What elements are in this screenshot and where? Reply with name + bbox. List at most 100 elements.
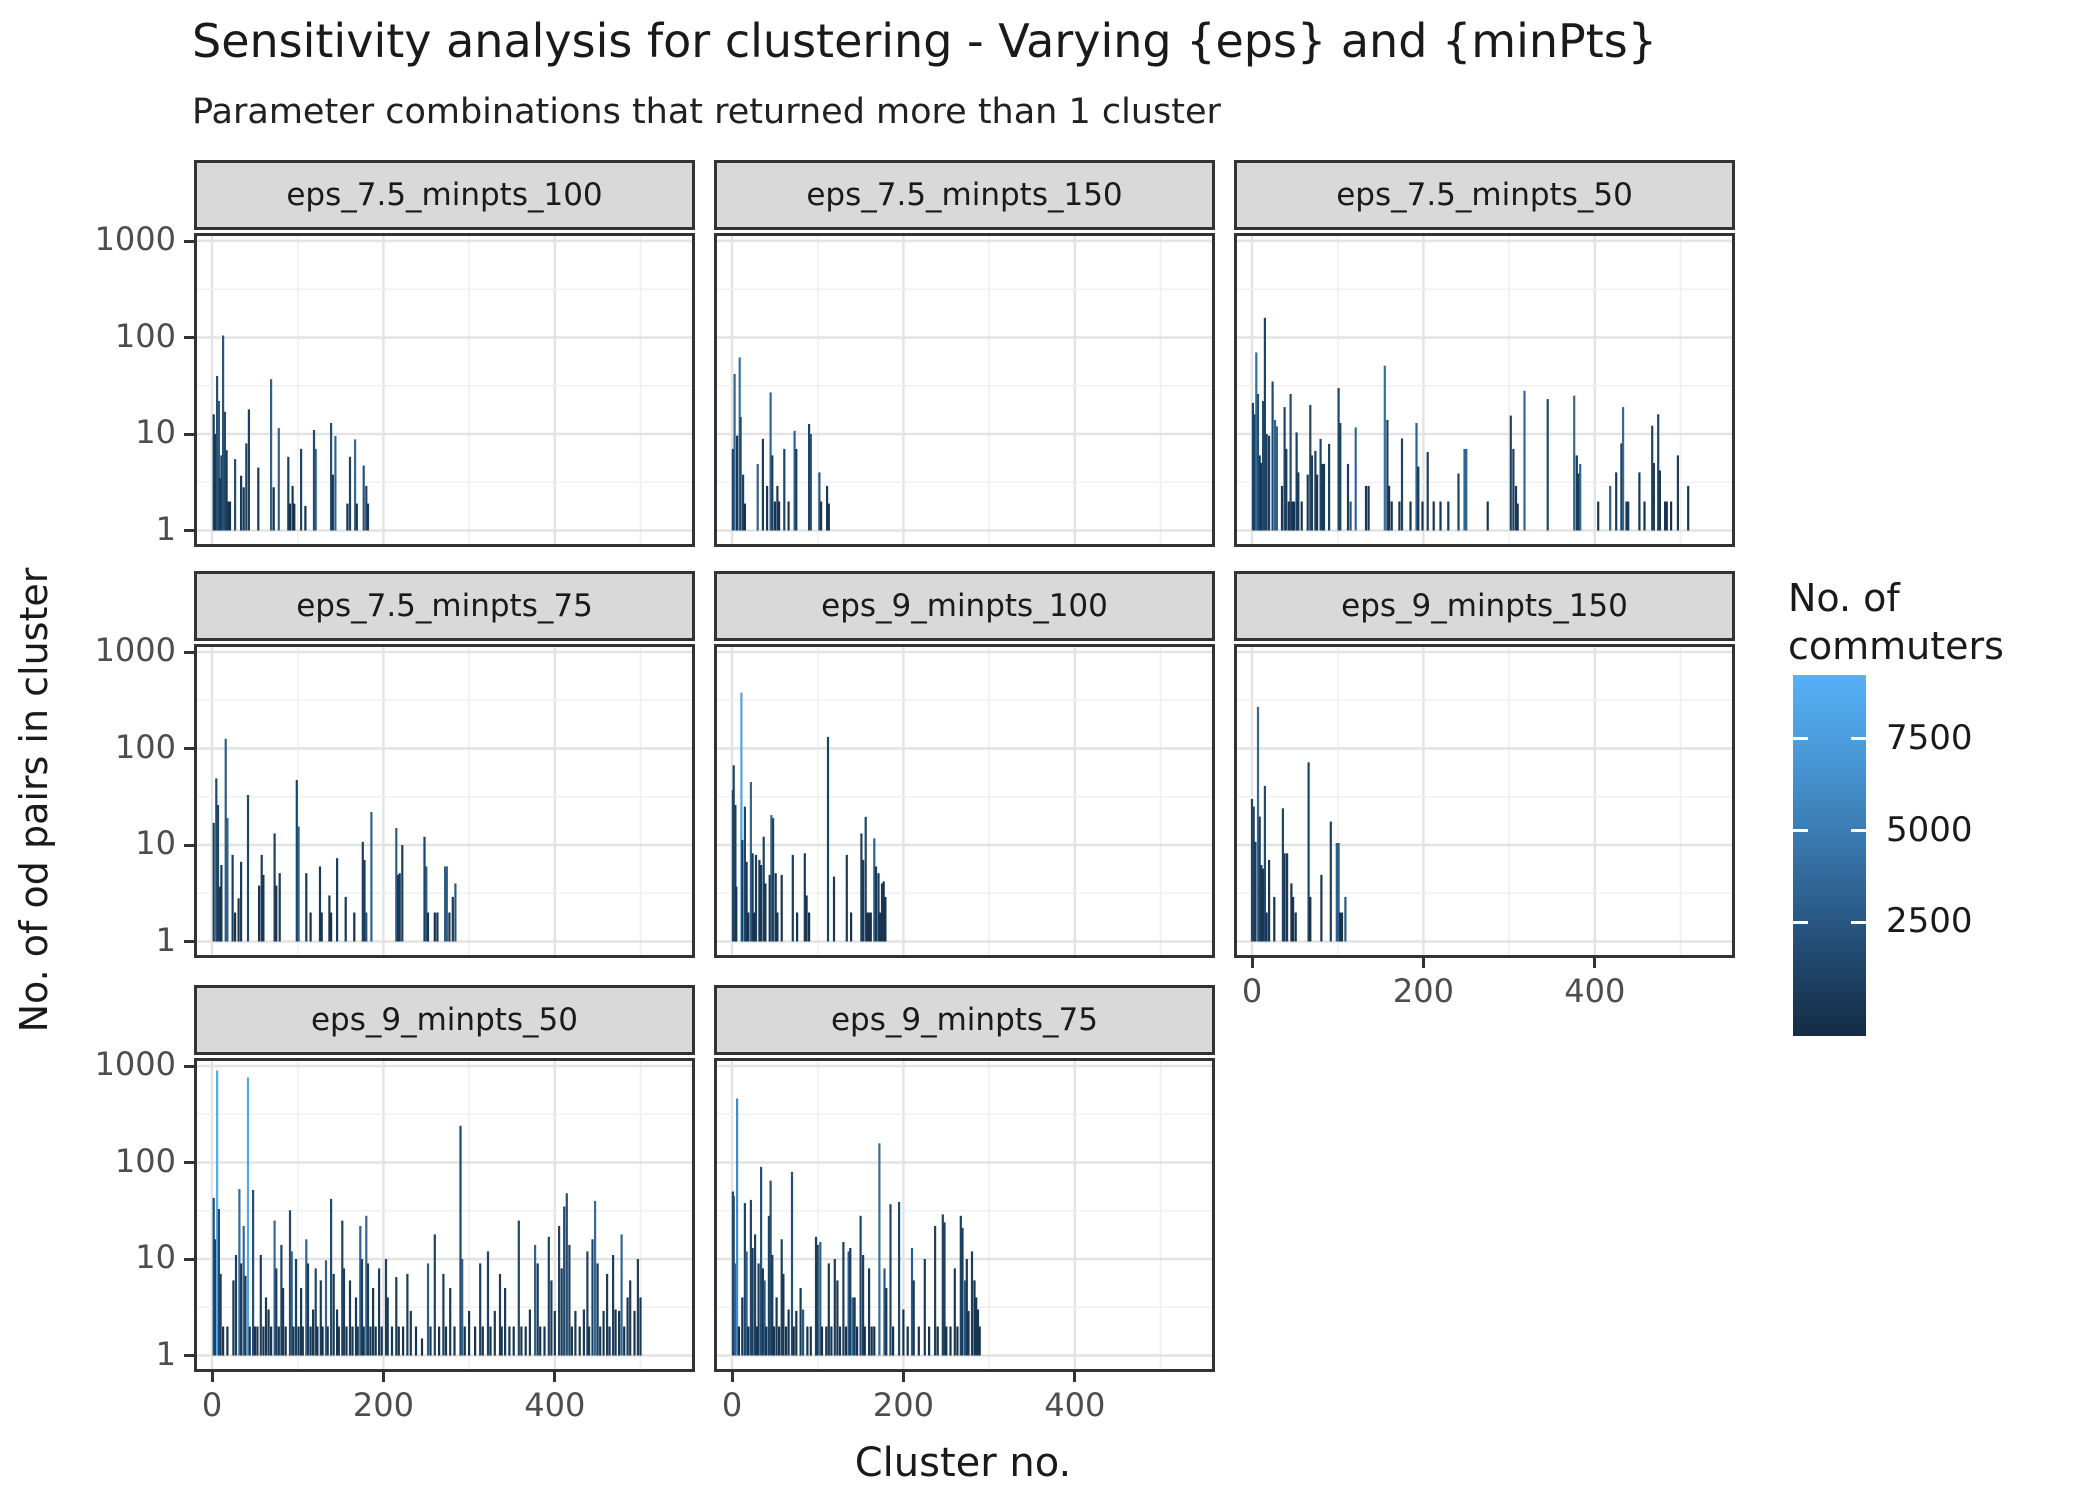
bar <box>234 459 237 531</box>
bar <box>1256 706 1260 942</box>
bar <box>353 912 356 942</box>
bar <box>771 1255 774 1356</box>
legend-tick <box>1793 737 1808 740</box>
bar <box>330 912 333 942</box>
bar <box>885 1288 888 1356</box>
y-axis-tick-label: 1 <box>155 920 176 959</box>
bar <box>1268 859 1271 942</box>
bar <box>1658 470 1661 531</box>
bar <box>246 1077 250 1356</box>
bar <box>732 765 735 942</box>
bar <box>547 1236 550 1356</box>
bar <box>214 1239 217 1356</box>
bar <box>474 1326 477 1356</box>
bar <box>332 1273 335 1356</box>
bar <box>1390 501 1393 531</box>
bar <box>849 1248 852 1356</box>
bar <box>749 1199 752 1356</box>
bar <box>318 866 322 942</box>
bar <box>832 876 836 942</box>
bar <box>1280 485 1284 531</box>
bar <box>762 836 765 942</box>
bar <box>1383 365 1386 531</box>
bar <box>623 1326 626 1356</box>
bar <box>273 1220 276 1356</box>
bar <box>214 434 217 531</box>
bar <box>877 873 880 942</box>
bar <box>517 1220 520 1356</box>
bar <box>747 1326 750 1356</box>
bar <box>1314 450 1317 531</box>
bar <box>760 865 763 942</box>
bar <box>793 430 796 531</box>
bar <box>751 1248 754 1356</box>
bar <box>1367 485 1370 531</box>
bar <box>767 1215 770 1356</box>
bar <box>768 874 771 942</box>
bar <box>775 1297 778 1356</box>
bar <box>395 1277 398 1356</box>
bar <box>334 436 337 531</box>
bar <box>754 1234 757 1356</box>
bar <box>558 1226 561 1356</box>
bar <box>802 1309 805 1356</box>
bar <box>1337 843 1340 942</box>
bar <box>639 1297 642 1356</box>
bar <box>312 1309 315 1356</box>
bar <box>253 1326 256 1356</box>
x-axis-tick-label: 400 <box>1564 972 1626 1010</box>
bar <box>356 1326 359 1356</box>
bar <box>1268 435 1271 531</box>
bar <box>747 912 750 942</box>
bar <box>973 1280 976 1356</box>
bar <box>790 1171 794 1356</box>
bar <box>776 912 779 942</box>
bar <box>1346 463 1350 531</box>
bar <box>1409 501 1412 531</box>
bar <box>284 1326 287 1356</box>
bar <box>753 912 756 942</box>
bar <box>226 1326 229 1356</box>
bar <box>735 886 738 942</box>
bar <box>287 456 290 531</box>
bar <box>390 1326 394 1356</box>
bar <box>479 1263 482 1356</box>
bar <box>234 1255 238 1356</box>
bar <box>1509 415 1512 531</box>
bar <box>1417 466 1420 531</box>
bar <box>860 833 863 942</box>
bar <box>772 818 775 942</box>
bar <box>386 1297 389 1356</box>
bar <box>862 1255 865 1356</box>
bar <box>742 474 745 531</box>
bar <box>740 692 743 942</box>
bar <box>444 866 447 942</box>
bar <box>1275 426 1278 531</box>
bar <box>1283 407 1286 531</box>
bar <box>1421 501 1424 531</box>
facet-panel <box>1234 644 1735 958</box>
bar <box>582 1309 585 1356</box>
bar <box>803 853 806 942</box>
x-axis-tick <box>210 1372 214 1382</box>
bar <box>1290 883 1293 942</box>
bar <box>486 1251 490 1356</box>
bar <box>606 1273 609 1356</box>
bar <box>1651 425 1654 531</box>
bar <box>778 501 781 531</box>
bar <box>218 478 221 531</box>
bar <box>816 1244 819 1356</box>
bar <box>795 1310 798 1356</box>
bar <box>232 1280 235 1356</box>
bar <box>504 1288 507 1356</box>
x-axis-tick <box>381 1372 385 1382</box>
bar <box>820 501 823 531</box>
bar <box>293 503 296 531</box>
facet-strip-label: eps_7.5_minpts_100 <box>286 177 603 213</box>
bar <box>305 873 308 942</box>
bar <box>883 1268 886 1356</box>
bar <box>1320 874 1323 942</box>
bar <box>766 485 769 531</box>
x-axis-title: Cluster no. <box>854 1440 1072 1486</box>
